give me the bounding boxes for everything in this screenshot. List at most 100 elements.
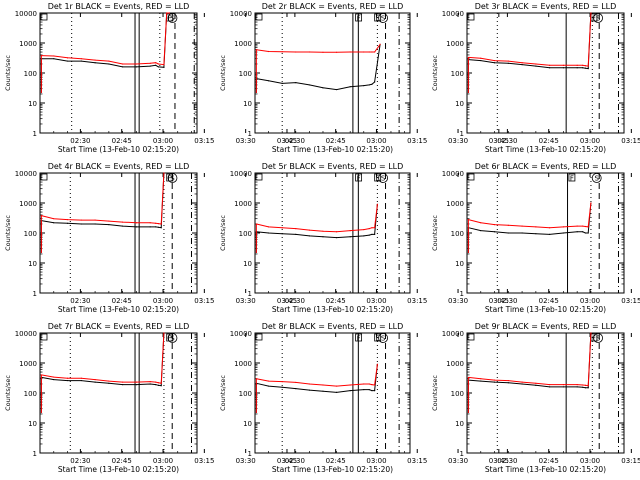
y-tick-label: 1 xyxy=(248,130,252,138)
data-point-lld xyxy=(587,65,589,67)
x-tick-label: 03:00 xyxy=(580,457,600,465)
data-point-lld xyxy=(493,379,496,381)
start-square-marker xyxy=(40,173,48,181)
data-point-events xyxy=(155,384,157,386)
data-point-events xyxy=(576,386,578,388)
data-point-events xyxy=(322,87,324,89)
y-axis-label: Counts/sec xyxy=(219,215,227,251)
data-point-events xyxy=(368,388,370,391)
data-point-events xyxy=(535,233,537,235)
x-tick-label: 03:30 xyxy=(448,137,468,145)
data-point-events xyxy=(160,385,162,387)
start-square-marker xyxy=(40,333,48,341)
data-point-events xyxy=(295,81,297,84)
data-point-lld xyxy=(122,381,124,383)
x-tick-label: 02:30 xyxy=(70,297,90,305)
plot-frame xyxy=(39,172,198,294)
data-point-events xyxy=(535,384,537,386)
data-point-lld xyxy=(562,226,565,228)
data-point-events xyxy=(374,81,376,83)
data-point-lld xyxy=(368,228,370,230)
data-point-lld xyxy=(160,382,162,384)
data-point-events xyxy=(587,68,589,70)
data-point-lld xyxy=(376,363,378,365)
y-axis-label: Counts/sec xyxy=(431,375,439,411)
y-tick-label: 10 xyxy=(28,260,37,268)
data-point-events xyxy=(335,391,338,393)
top-letter-f: F xyxy=(357,335,361,343)
y-tick-label: 10000 xyxy=(442,10,464,18)
top-letter-f: F xyxy=(357,175,361,183)
data-point-events xyxy=(53,222,55,224)
data-point-events xyxy=(80,223,82,225)
data-point-lld xyxy=(363,383,365,385)
data-point-lld xyxy=(295,228,297,230)
data-point-events xyxy=(66,379,69,382)
data-point-lld xyxy=(493,59,496,62)
x-tick-label: 03:45 xyxy=(489,297,509,305)
y-axis-label: Counts/sec xyxy=(219,375,227,411)
data-point-lld xyxy=(335,385,338,387)
data-point-events xyxy=(122,384,124,386)
top-letter-s: S xyxy=(170,175,175,183)
x-tick-label: 02:30 xyxy=(497,457,517,465)
data-point-lld xyxy=(149,380,151,383)
data-point-lld xyxy=(163,172,165,174)
data-point-events xyxy=(587,232,589,234)
top-letter-s: S xyxy=(170,335,175,343)
data-point-lld xyxy=(549,227,551,229)
data-point-events xyxy=(335,237,338,239)
data-point-events xyxy=(374,233,376,235)
data-point-events xyxy=(349,390,351,392)
start-square-marker xyxy=(467,333,475,341)
y-tick-label: 100 xyxy=(451,70,464,78)
data-point-events xyxy=(267,80,270,82)
data-point-events xyxy=(349,86,351,88)
data-point-events xyxy=(521,64,523,66)
flag-box-marker xyxy=(374,333,382,342)
data-point-events xyxy=(308,84,310,86)
data-point-lld xyxy=(281,227,283,229)
y-tick-label: 10 xyxy=(243,260,252,268)
panel-title: Det 5r BLACK = Events, RED = LLD xyxy=(262,162,404,171)
x-tick-label: 03:15 xyxy=(407,457,427,465)
x-tick-label: 02:30 xyxy=(285,457,305,465)
series-line-lld xyxy=(468,12,592,67)
top-letter-s: S xyxy=(170,15,175,23)
data-point-lld xyxy=(155,381,157,383)
x-tick-label: 03:45 xyxy=(277,457,297,465)
data-point-lld xyxy=(40,374,42,376)
x-tick-label: 03:30 xyxy=(236,297,256,305)
data-point-lld xyxy=(295,51,297,53)
data-point-lld xyxy=(535,226,537,228)
x-axis-label: Start Time (13-Feb-10 02:15:20) xyxy=(58,465,179,474)
series-line-events xyxy=(256,204,378,239)
data-point-events xyxy=(562,386,565,388)
panel-det4: Det 4r BLACK = Events, RED = LLD11010010… xyxy=(4,162,297,314)
saa-circle-marker xyxy=(167,173,178,183)
x-tick-label: 03:00 xyxy=(580,137,600,145)
data-point-lld xyxy=(295,381,297,384)
series-line-lld xyxy=(256,364,378,387)
y-axis-label: Counts/sec xyxy=(4,215,12,251)
series-line-events xyxy=(468,202,592,235)
y-tick-label: 1000 xyxy=(234,40,252,48)
y-tick-label: 10 xyxy=(455,100,464,108)
data-point-events xyxy=(149,65,151,67)
x-tick-label: 03:15 xyxy=(621,137,640,145)
data-point-events xyxy=(507,382,509,384)
top-letter-e: E xyxy=(375,335,379,343)
x-tick-label: 02:30 xyxy=(285,137,305,145)
flag-box-marker xyxy=(355,333,363,342)
data-point-lld xyxy=(535,63,537,65)
data-point-lld xyxy=(53,376,55,378)
data-point-lld xyxy=(467,376,469,379)
data-point-events xyxy=(94,62,96,64)
data-point-lld xyxy=(587,385,589,387)
data-point-events xyxy=(562,67,565,69)
y-tick-label: 1 xyxy=(33,450,37,458)
data-point-lld xyxy=(582,64,584,66)
data-point-events xyxy=(576,67,578,69)
data-point-lld xyxy=(480,57,482,59)
y-tick-label: 100 xyxy=(451,230,464,238)
